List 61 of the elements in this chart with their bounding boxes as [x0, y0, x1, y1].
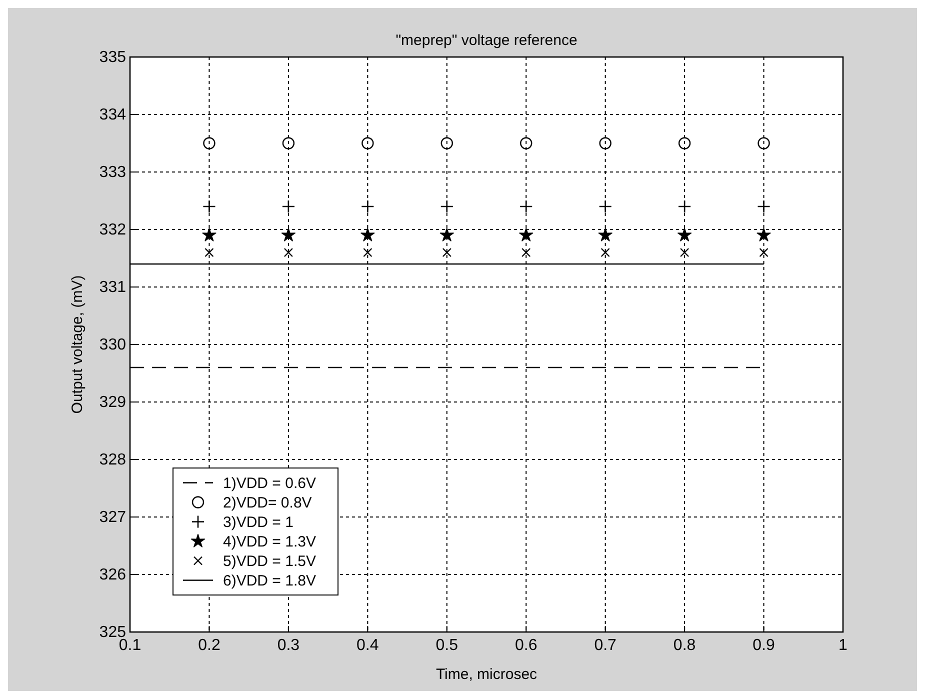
point	[202, 200, 216, 214]
point	[520, 137, 532, 150]
y-tick-label: 335	[99, 49, 126, 66]
y-tick-label: 334	[99, 106, 126, 124]
legend-label: 4)VDD = 1.3V	[223, 533, 316, 550]
point	[598, 228, 612, 242]
point	[362, 137, 374, 150]
x-tick-label: 0.3	[277, 637, 300, 654]
legend-label: 2)VDD= 0.8V	[223, 494, 312, 512]
x-tick-label: 0.7	[594, 637, 617, 654]
y-tick-label: 333	[99, 164, 126, 181]
point	[203, 137, 216, 150]
point	[204, 248, 214, 258]
point	[363, 248, 372, 258]
x-axis-title: Time, microsec	[436, 666, 538, 683]
point	[440, 228, 454, 242]
x-tick-label: 0.6	[514, 637, 538, 654]
point	[440, 200, 454, 214]
point	[756, 228, 771, 242]
legend-label: 1)VDD = 0.6V	[223, 474, 316, 492]
x-tick-label: 0.5	[436, 637, 458, 654]
x-tick-label: 1	[838, 637, 848, 654]
point	[678, 137, 691, 150]
y-tick-label: 331	[99, 279, 126, 296]
chart-title: "meprep" voltage reference	[396, 32, 578, 49]
point	[757, 200, 770, 214]
point	[284, 248, 294, 258]
y-tick-label: 328	[99, 452, 126, 468]
y-tick-label: 330	[99, 336, 126, 354]
point	[678, 228, 692, 242]
y-axis-title: Output voltage, (mV)	[69, 275, 86, 414]
point	[440, 137, 453, 150]
y-tick-label: 326	[99, 566, 126, 584]
legend-label: 6)VDD = 1.8V	[223, 572, 316, 590]
legend-label: 5)VDD = 1.5V	[223, 552, 316, 570]
point	[598, 200, 612, 214]
point	[600, 248, 610, 258]
point	[519, 228, 534, 242]
x-tick-label: 0.9	[752, 637, 775, 654]
point	[360, 228, 375, 242]
point	[519, 200, 533, 214]
point	[678, 200, 692, 214]
x-tick-label: 0.1	[118, 637, 142, 654]
point	[442, 248, 452, 258]
y-tick-label: 327	[99, 509, 126, 526]
point	[680, 248, 690, 258]
point	[361, 200, 374, 214]
x-tick-label: 0.2	[198, 637, 220, 654]
legend-label: 3)VDD = 1	[223, 514, 294, 531]
y-tick-label: 329	[99, 394, 126, 411]
point	[758, 137, 770, 150]
x-tick-label: 0.8	[673, 637, 696, 654]
point	[759, 248, 768, 258]
point	[282, 137, 295, 150]
x-tick-label: 0.4	[356, 637, 379, 654]
point	[281, 228, 296, 242]
point	[282, 200, 296, 214]
y-tick-label: 332	[99, 222, 126, 238]
point	[522, 248, 531, 258]
point	[599, 137, 612, 150]
point	[202, 228, 216, 242]
